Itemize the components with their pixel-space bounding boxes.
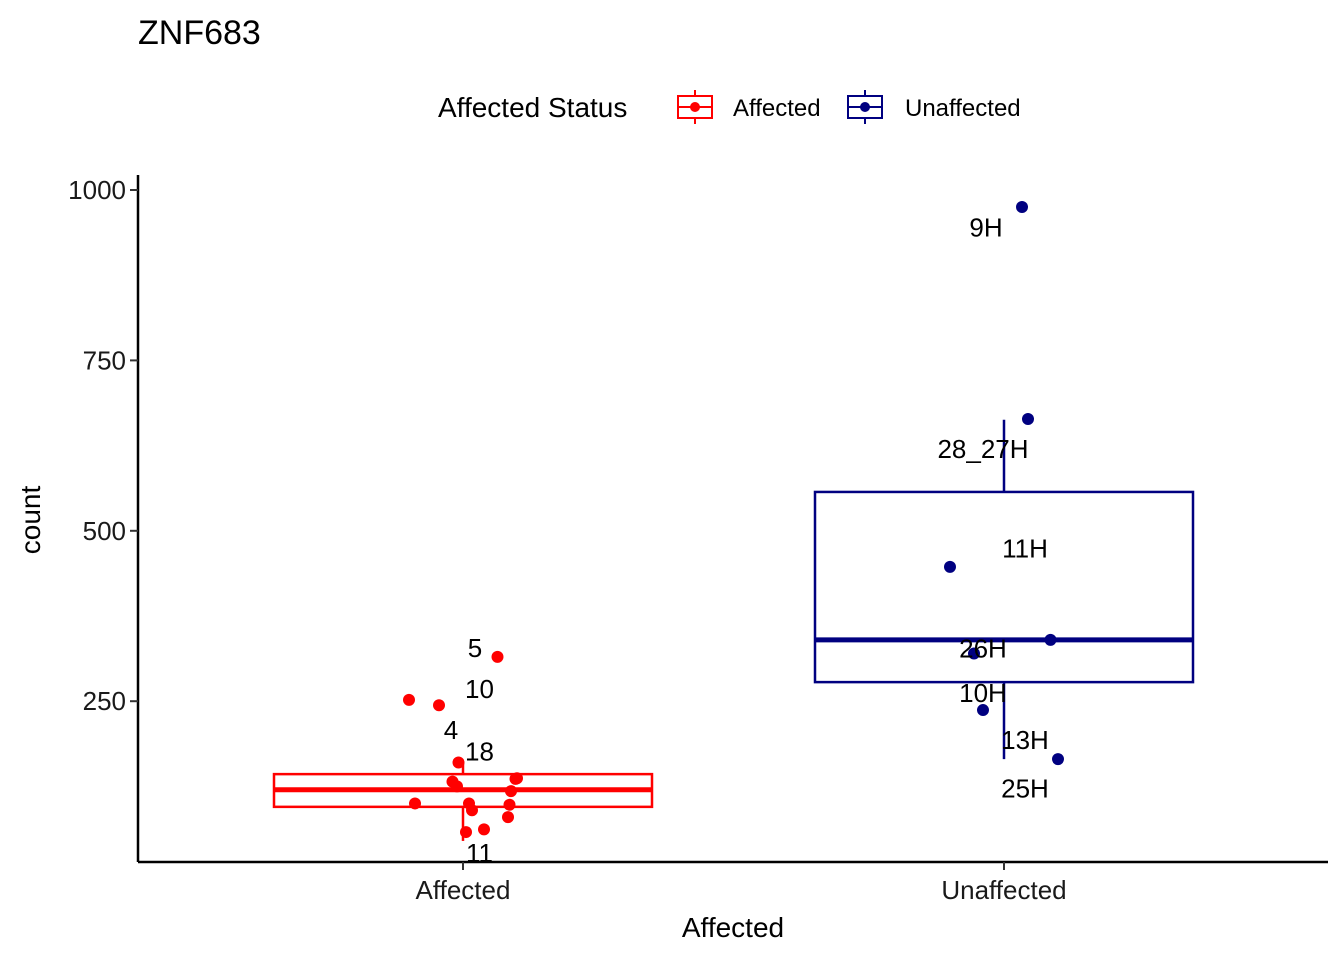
point-label: 10H <box>959 678 1007 708</box>
y-tick-label: 500 <box>83 516 126 546</box>
data-point <box>503 798 516 811</box>
x-axis-title: Affected <box>682 912 784 943</box>
data-point <box>433 699 445 712</box>
x-tick-label: Affected <box>416 875 511 905</box>
legend: Affected Status Affected Unaffected <box>438 90 1021 124</box>
data-point <box>466 804 478 817</box>
data-point <box>944 560 956 573</box>
legend-point <box>690 102 700 112</box>
x-tick-label: Unaffected <box>941 875 1066 905</box>
data-point <box>1044 633 1057 646</box>
data-point <box>502 811 514 824</box>
data-point <box>409 797 421 810</box>
data-point <box>505 785 517 798</box>
point-label: 4 <box>444 715 458 745</box>
data-point <box>478 823 490 836</box>
y-tick-label: 250 <box>83 686 126 716</box>
data-point <box>460 826 472 839</box>
data-point <box>451 780 463 793</box>
y-axis-title: count <box>15 486 46 555</box>
data-point <box>491 650 504 663</box>
point-label: 9H <box>969 212 1002 242</box>
legend-label: Affected <box>733 95 821 122</box>
series-unaffected: 9H 28_27H 11H 26H 10H 13H 25H <box>813 201 1195 803</box>
data-point <box>509 772 522 785</box>
data-point <box>403 693 415 706</box>
legend-title: Affected Status <box>438 92 627 123</box>
point-label: 26H <box>959 634 1007 664</box>
point-label: 28_27H <box>937 434 1028 464</box>
point-label: 25H <box>1001 773 1049 803</box>
legend-point <box>860 102 870 112</box>
box <box>813 490 1195 684</box>
legend-key-unaffected <box>847 90 883 124</box>
point-label: 11 <box>466 838 493 868</box>
data-point <box>1052 753 1064 766</box>
data-point <box>1016 201 1028 214</box>
y-tick-label: 1000 <box>68 175 126 205</box>
legend-key-affected <box>677 90 713 124</box>
point-label: 10 <box>465 674 494 704</box>
data-point <box>977 704 989 717</box>
point-label: 18 <box>465 737 494 767</box>
data-point <box>968 647 980 660</box>
point-label: 5 <box>468 633 482 663</box>
data-point <box>1022 413 1034 426</box>
point-label: 11H <box>1002 534 1048 564</box>
y-tick-label: 750 <box>83 345 126 375</box>
legend-label: Unaffected <box>905 95 1021 122</box>
data-point <box>452 756 465 769</box>
chart-title: ZNF683 <box>138 14 261 52</box>
point-label: 13H <box>1001 725 1049 755</box>
